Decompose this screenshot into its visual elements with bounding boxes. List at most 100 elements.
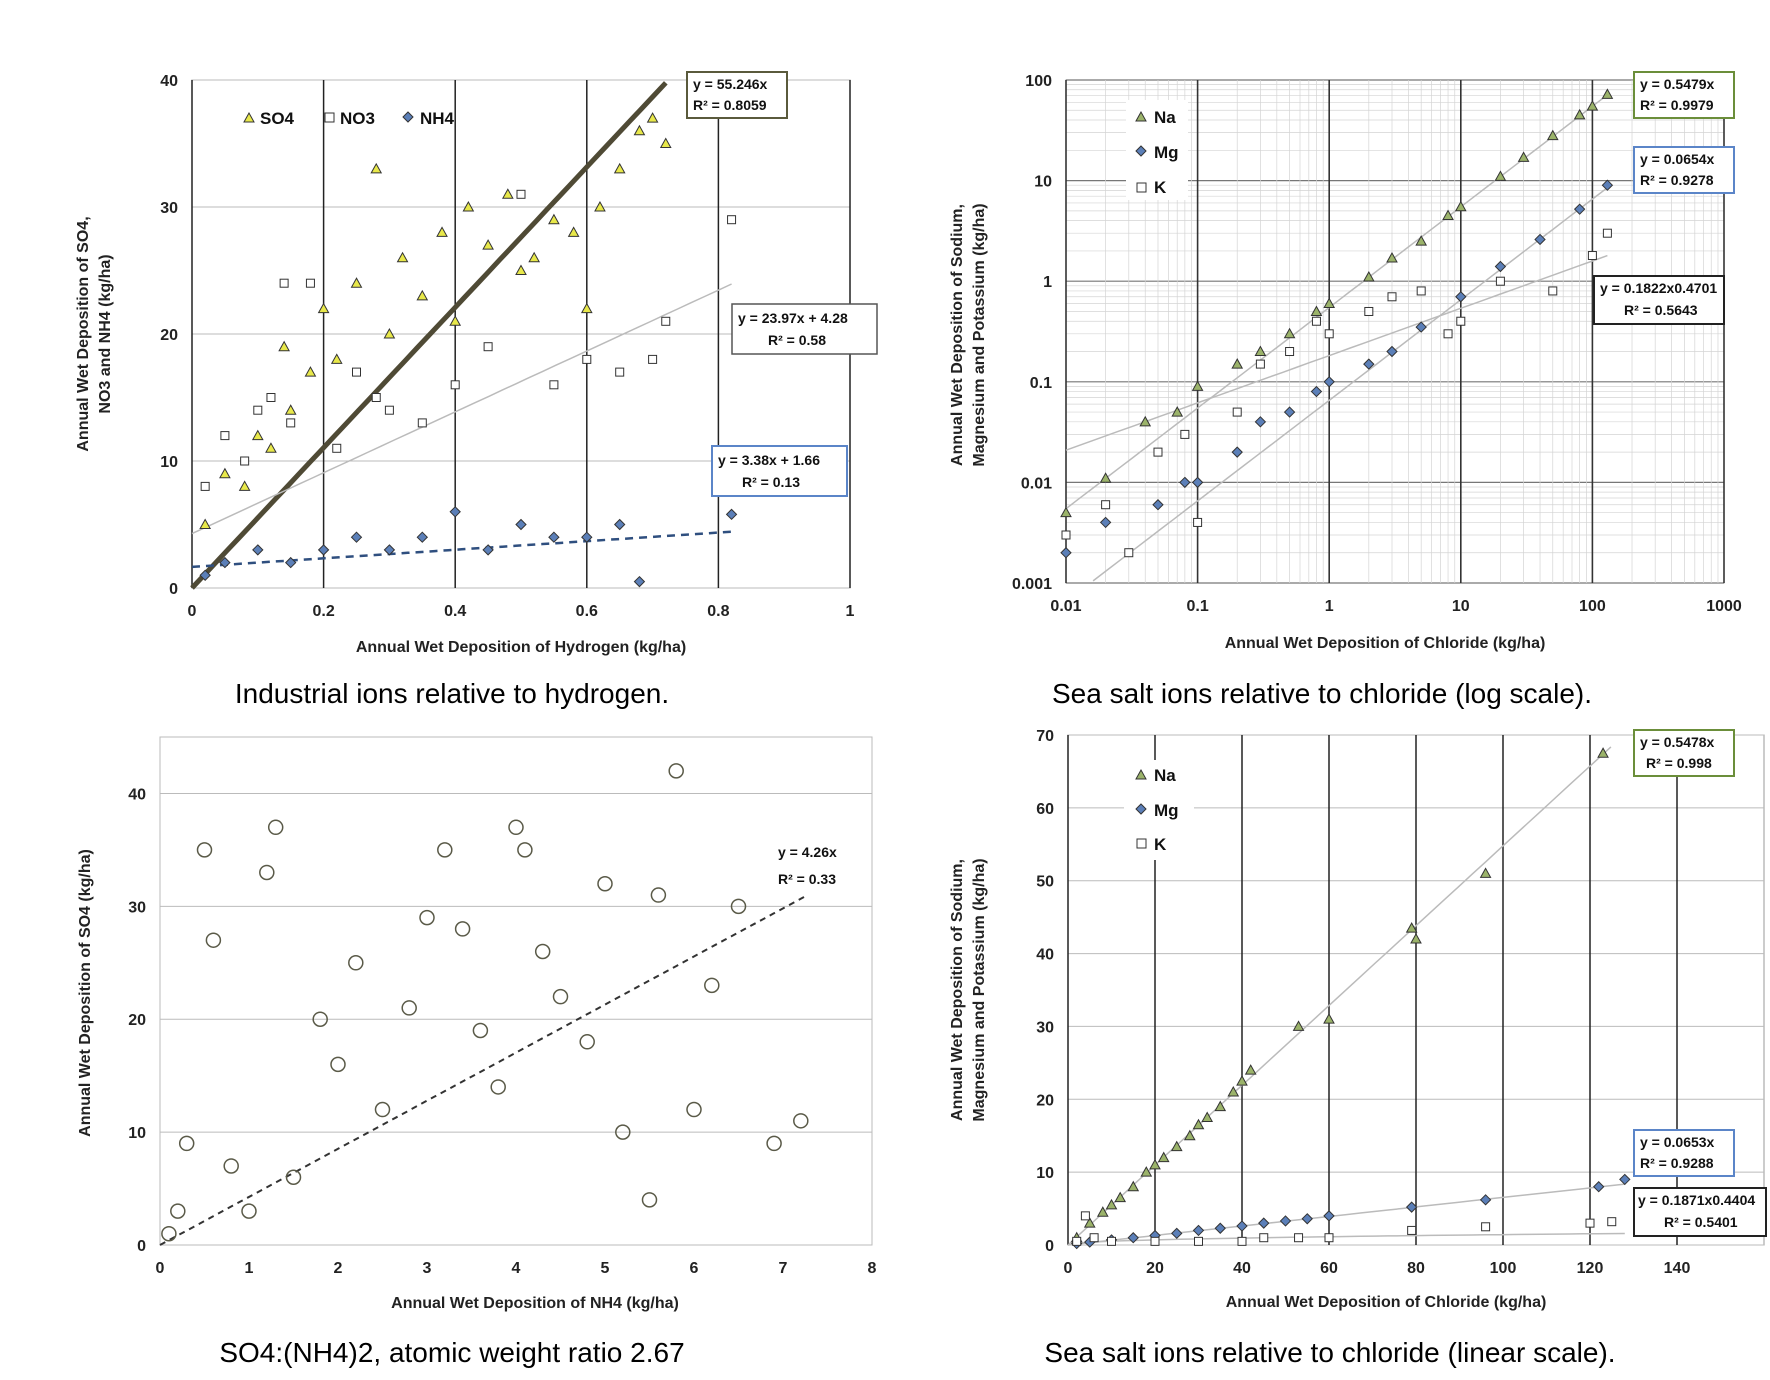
legend-marker-k [1136,838,1147,849]
data-point-k [1587,251,1597,261]
gridlines [160,792,872,1246]
equation-box-na: y = 0.5479x R² = 0.9979 [1633,71,1735,119]
y-axis-label-line1: Annual Wet Deposition of SO4, [75,216,92,451]
data-point-mg [1279,1215,1292,1227]
data-points [1070,747,1631,1250]
x-tick-label: 100 [1579,598,1606,615]
svg-text:y = 0.1871x0.4404: y = 0.1871x0.4404 [1638,1192,1755,1208]
data-point-mg [1619,1173,1631,1186]
data-point-so4 [317,302,330,314]
data-point-obs [348,955,364,971]
data-point-na [1410,932,1422,944]
tick-labels: 0 1 2 3 4 5 6 7 8 0 10 20 30 40 [128,786,876,1277]
y-tick-label: 10 [1036,1165,1054,1182]
data-point-obs [454,921,471,937]
data-point-obs [704,977,720,994]
data-point-na [1099,472,1112,483]
chart-sea-salt-log: 0.01 0.1 1 10 100 1000 0.001 0.01 0.1 1 10 100 Annu… [949,71,1742,709]
data-point-so4 [396,251,409,263]
data-point-na [1292,1020,1305,1031]
y-tick-label: 10 [128,1125,146,1142]
data-point-k [1180,429,1190,439]
legend-label-k: K [1154,178,1167,197]
data-point-obs [793,1113,809,1129]
data-point-na [1227,1085,1240,1097]
data-point-na [1214,1100,1227,1112]
data-point-so4 [633,124,646,136]
equation-label: y = 4.26x R² = 0.33 [778,844,837,887]
data-point-na [1597,747,1609,758]
x-tick-label: 10 [1452,598,1470,615]
data-point-mg [1494,260,1507,273]
data-point-obs [517,842,533,858]
data-point-so4 [659,137,672,148]
data-point-nh4 [482,544,494,556]
svg-text:R² = 0.9278: R² = 0.9278 [1640,172,1714,188]
data-point-no3 [661,316,671,326]
legend-marker-no3 [324,112,335,123]
data-point-nh4 [284,556,297,569]
data-point-so4 [594,200,606,212]
data-point-obs [178,1135,195,1152]
data-point-no3 [332,443,342,453]
data-point-obs [259,864,275,881]
data-point-so4 [515,264,527,275]
legend-label-so4: SO4 [260,109,295,128]
legend: Na Mg K [1126,100,1188,200]
legend-marker-so4 [243,111,255,123]
trend-line-k [1065,254,1608,451]
data-point-no3 [483,342,493,352]
x-tick-label: 0.1 [1186,598,1208,615]
svg-text:y = 4.26x: y = 4.26x [778,844,837,860]
data-point-no3 [200,481,210,491]
data-point-k [1416,286,1426,296]
data-point-nh4 [219,556,231,569]
data-point-so4 [482,239,494,250]
legend-label-k: K [1154,835,1167,854]
data-point-mg [1534,233,1546,246]
data-point-k [1585,1218,1595,1228]
data-point-mg [1283,406,1296,418]
data-point-obs [401,1000,417,1016]
legend-marker-na [1135,110,1147,122]
data-point-no3 [240,456,250,466]
data-point-na [1096,1206,1109,1217]
x-tick-label: 0.2 [312,603,334,620]
data-point-no3 [305,278,315,288]
data-point-na [1283,327,1296,339]
svg-text:y = 55.246x: y = 55.246x [693,76,768,92]
trend-line-fit [159,895,806,1246]
svg-text:y = 23.97x + 4.28: y = 23.97x + 4.28 [738,310,848,326]
x-tick-label: 0 [1064,1260,1073,1277]
svg-text:R² = 0.9979: R² = 0.9979 [1640,97,1714,113]
data-point-na [1479,867,1492,878]
data-point-mg [1592,1181,1605,1193]
data-point-na [1114,1191,1127,1203]
legend-marker-mg [1135,145,1147,157]
equation-box-k: y = 0.1822x0.4701 R² = 0.5643 [1593,275,1725,325]
data-point-so4 [199,518,212,529]
data-point-no3 [371,393,381,402]
y-tick-label: 20 [1036,1092,1054,1109]
data-point-no3 [266,393,276,402]
data-point-mg [1323,376,1335,388]
data-point-no3 [286,418,296,428]
data-point-k [1607,1217,1617,1227]
y-tick-label: 70 [1036,728,1054,745]
data-point-no3 [450,380,460,390]
svg-text:y = 0.0654x: y = 0.0654x [1640,151,1715,167]
data-point-no3 [648,354,658,364]
data-point-k [1193,517,1203,527]
data-point-so4 [580,302,593,314]
data-point-k [1194,1236,1203,1246]
data-point-k [1124,548,1134,558]
data-point-obs [615,1124,631,1140]
data-point-no3 [279,278,289,288]
data-point-so4 [383,327,396,339]
data-point-so4 [436,226,448,237]
data-point-obs [686,1101,702,1118]
data-point-mg [1386,345,1398,358]
data-point-no3 [417,418,427,428]
data-point-obs [241,1203,257,1219]
svg-text:R² = 0.13: R² = 0.13 [742,474,800,490]
